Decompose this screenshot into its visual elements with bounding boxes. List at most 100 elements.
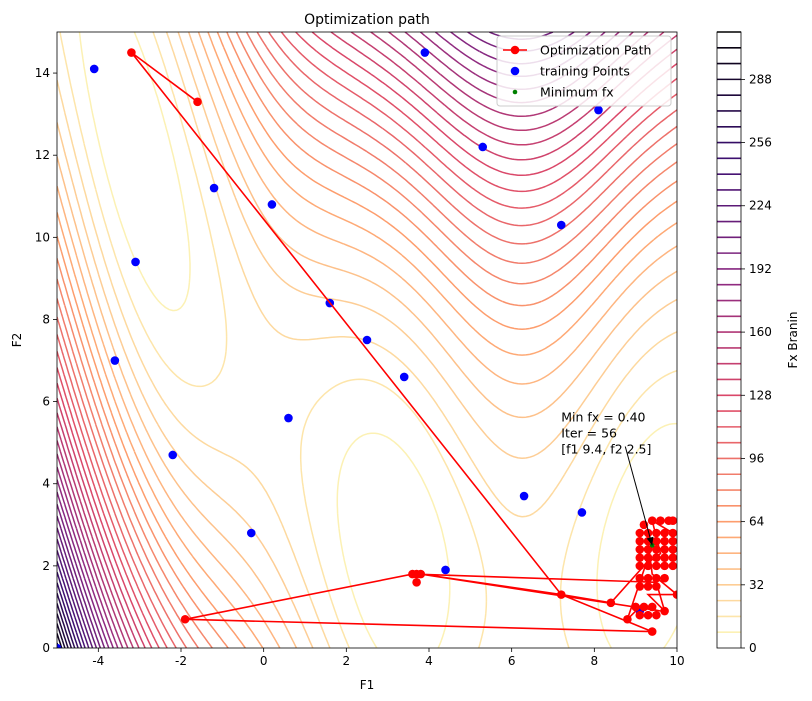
- x-tick-label: 10: [669, 654, 684, 668]
- contour-level-104: [57, 32, 677, 648]
- optimization-path-point: [660, 606, 669, 616]
- colorbar-tick-label: 0: [749, 641, 757, 655]
- training-point: [420, 48, 430, 57]
- contour-level-264: [57, 592, 76, 648]
- chart-title: Optimization path: [304, 12, 430, 28]
- optimization-path-point: [635, 582, 645, 591]
- contour-level-24: [57, 32, 677, 648]
- optimization-path-point: [635, 536, 645, 546]
- optimization-path-point: [647, 516, 657, 525]
- contour-level-216: [57, 527, 98, 648]
- x-axis-label: F1: [360, 678, 375, 692]
- training-point: [519, 491, 529, 501]
- x-tick-label: -4: [92, 654, 104, 668]
- x-axis: -4 -2 0 2 4 6 8 10: [92, 648, 685, 668]
- training-point: [362, 335, 372, 345]
- optimization-path-point: [652, 536, 661, 546]
- optimization-path-point: [623, 614, 632, 624]
- contour-level-200: [57, 32, 575, 648]
- optimization-path-point: [652, 528, 661, 538]
- contour-level-112: [57, 32, 677, 648]
- optimization-path-point: [643, 553, 653, 562]
- optimization-path-point: [639, 602, 649, 612]
- training-point: [594, 105, 603, 115]
- training-point: [57, 643, 62, 648]
- x-tick-label: -2: [175, 654, 187, 668]
- optimization-path-line: [130, 51, 677, 633]
- optimization-path-point: [656, 516, 665, 525]
- colorbar-tick-label: 128: [749, 388, 772, 402]
- legend-label: training Points: [540, 64, 630, 79]
- optimization-path-point: [643, 545, 653, 554]
- optimization-path-point: [652, 545, 661, 554]
- colorbar-tick-label: 96: [749, 451, 764, 465]
- optimization-path-point: [647, 627, 657, 636]
- optimization-path-point: [631, 602, 640, 612]
- annotation-arrow-head: [646, 536, 654, 546]
- contour-level-272: [57, 603, 73, 648]
- training-point: [110, 356, 120, 365]
- optimization-path-point: [672, 590, 677, 599]
- plot-frame: [56, 31, 678, 649]
- legend-circle-marker: [510, 45, 520, 55]
- optimization-path-point: [412, 577, 421, 587]
- optimization-path-point: [660, 545, 669, 554]
- x-tick-label: 6: [508, 654, 516, 668]
- colorbar-tick-label: 32: [749, 578, 764, 592]
- colorbar-tick-label: 256: [749, 136, 772, 150]
- colorbar-tick-label: 64: [749, 515, 764, 529]
- contour-level-64: [57, 32, 677, 648]
- optimization-path-point: [635, 528, 645, 538]
- annotation-line: Iter = 56: [561, 425, 617, 440]
- optimization-path-layer: [57, 48, 677, 648]
- optimization-path-point: [668, 553, 677, 562]
- optimization-path-point: [635, 545, 645, 554]
- contour-level-136: [57, 32, 677, 648]
- legend: Optimization Path training Points Minimum …: [496, 35, 672, 107]
- y-tick-label: 10: [35, 230, 50, 244]
- training-point: [556, 220, 566, 230]
- optimization-path-point: [647, 602, 657, 612]
- optimization-path-point: [643, 610, 653, 620]
- optimization-path-point: [668, 545, 677, 554]
- contour-level-280: [57, 613, 69, 648]
- optimization-path-point: [660, 553, 669, 562]
- training-point: [478, 142, 488, 152]
- optimization-path-point: [660, 573, 669, 583]
- legend-circle-marker: [510, 66, 520, 76]
- optimization-path-point: [643, 528, 653, 538]
- y-tick-label: 8: [42, 312, 50, 326]
- optimization-path-point: [652, 582, 661, 591]
- optimization-path-point: [652, 553, 661, 562]
- training-point: [89, 64, 99, 74]
- y-tick-label: 14: [35, 66, 50, 80]
- contour-level-48: [57, 32, 677, 648]
- contour-level-296: [57, 633, 63, 648]
- optimization-path-point: [416, 569, 426, 579]
- optimization-path-point: [643, 582, 653, 591]
- colorbar-tick-label: 224: [749, 199, 772, 213]
- training-point: [441, 565, 450, 575]
- colorbar: 0 32 64 96 128 160 192 224 256 288: [716, 31, 772, 655]
- optimization-path-point: [635, 573, 645, 583]
- contour-level-80: [57, 32, 677, 648]
- contour-level-248: [57, 571, 83, 648]
- contour-level-176: [57, 32, 620, 648]
- contour-level-32: [57, 32, 677, 648]
- y-tick-label: 12: [35, 148, 50, 162]
- y-tick-label: 4: [42, 477, 50, 491]
- colorbar-frame: [716, 31, 742, 649]
- optimization-path-point: [652, 561, 661, 571]
- legend-label: Minimum fx: [540, 85, 614, 100]
- colorbar-tick-label: 160: [749, 325, 772, 339]
- optimization-path-point: [660, 536, 669, 546]
- training-point: [267, 200, 277, 209]
- y-axis: 0 2 4 6 8 10 12 14: [35, 66, 57, 655]
- contour-level-224: [57, 538, 94, 648]
- optimization-path-point: [643, 561, 653, 571]
- y-tick-label: 2: [42, 559, 50, 573]
- optimization-path-point: [635, 561, 645, 571]
- contour-level-8: [78, 32, 677, 648]
